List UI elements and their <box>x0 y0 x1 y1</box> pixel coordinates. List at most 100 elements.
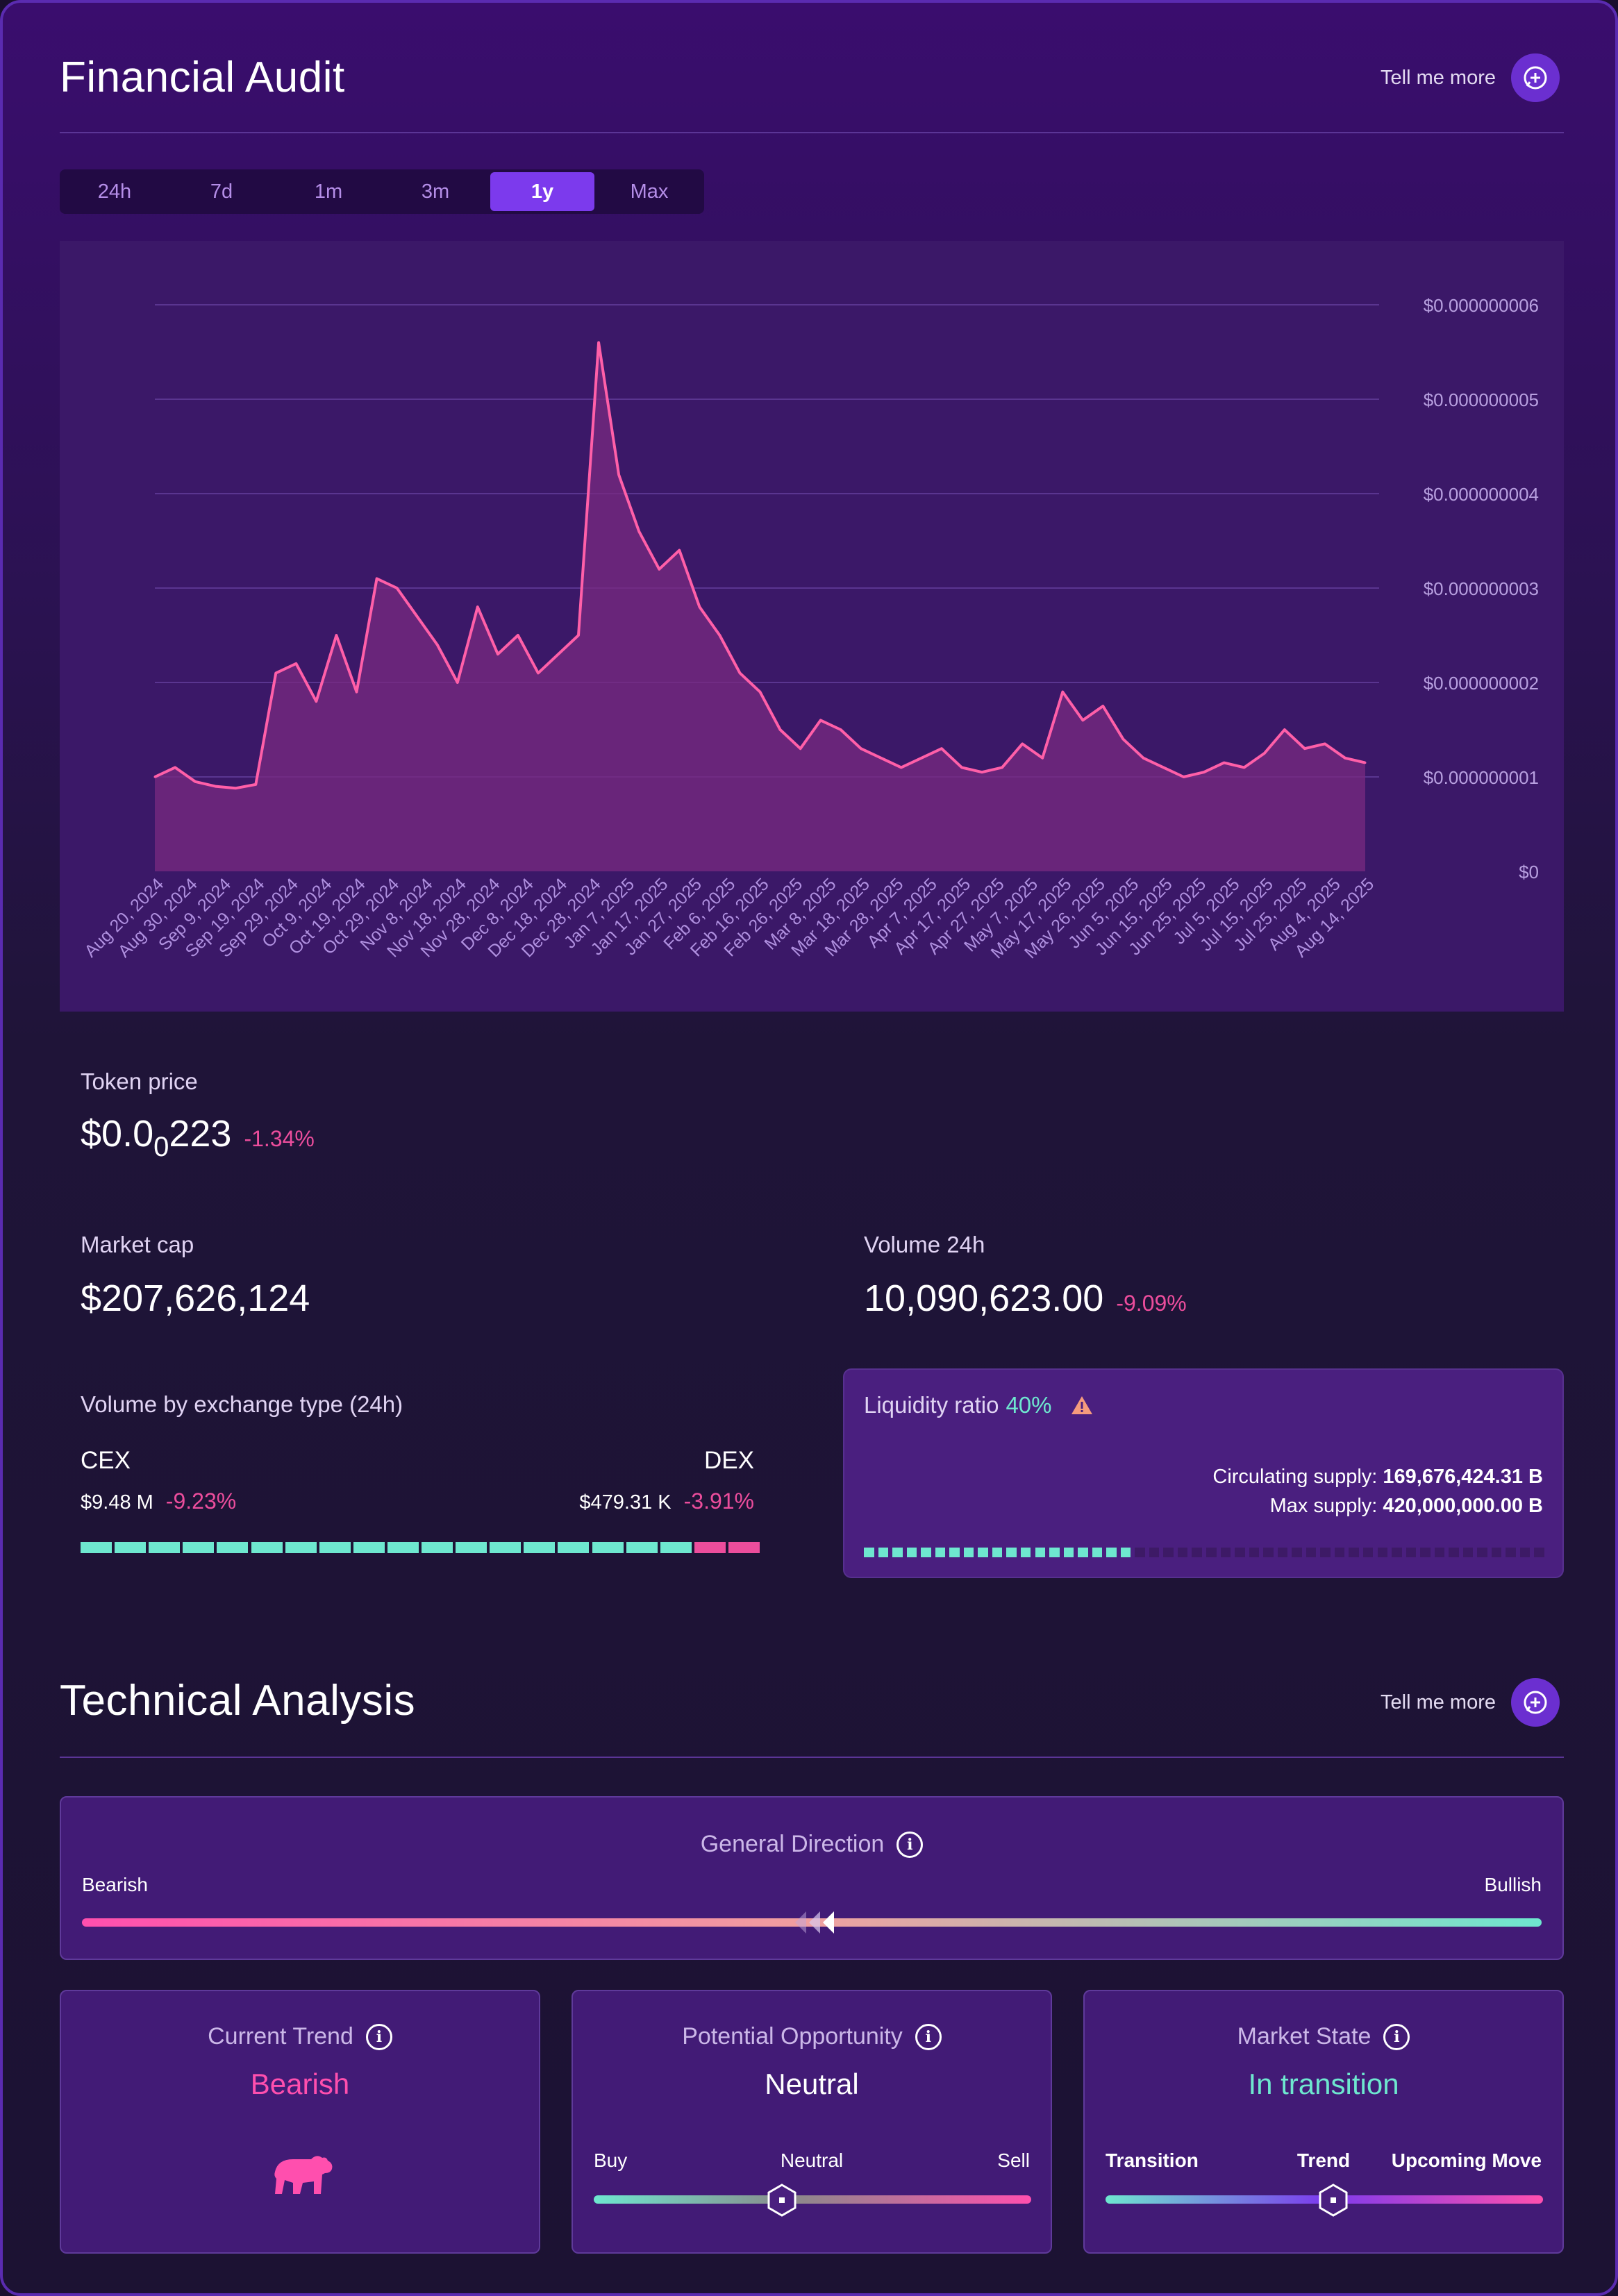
token-price: $0.00223 -1.34% <box>81 1112 315 1163</box>
price-point <box>738 671 741 674</box>
price-point <box>234 787 237 789</box>
price-point <box>315 700 317 703</box>
cex-segment <box>251 1542 283 1553</box>
price-point <box>960 766 963 769</box>
general-direction-title: General Direction <box>700 1831 885 1857</box>
financial-audit-title: Financial Audit <box>60 53 345 101</box>
max-supply-label: Max supply: <box>1269 1495 1378 1517</box>
opportunity-marker <box>767 2184 797 2217</box>
price-chart: $0 $0.000000001 $0.000000002 $0.000000003 $0… <box>81 295 1539 962</box>
state-upcoming-label: Upcoming Move <box>1391 2150 1542 2171</box>
liquidity-card: Liquidity ratio 40% Circulating supply: … <box>843 1368 1564 1578</box>
y-tick-label: $0.000000006 <box>1424 295 1539 316</box>
price-point <box>1101 705 1104 707</box>
dex-segment <box>694 1542 726 1553</box>
liquidity-segment-empty <box>1377 1548 1388 1557</box>
chat-plus-icon[interactable] <box>1511 53 1560 102</box>
price-point <box>416 615 419 618</box>
current-trend-value: Bearish <box>250 2068 350 2100</box>
price-point <box>617 474 620 476</box>
cex-segment <box>115 1542 147 1553</box>
price-point <box>1283 728 1286 731</box>
tab-1m[interactable]: 1m <box>314 180 343 203</box>
state-transition-label: Transition <box>1106 2150 1199 2171</box>
liquidity-segment-filled <box>921 1548 931 1557</box>
price-point <box>1001 766 1003 769</box>
dex-change: -3.91% <box>683 1489 754 1514</box>
current-trend-card: Current Trend i Bearish <box>60 1990 540 2254</box>
liquidity-segment-empty <box>1320 1548 1331 1557</box>
cex-segment <box>490 1542 522 1553</box>
volume-24h-value: 10,090,623.00 <box>864 1277 1104 1319</box>
liquidity-bar <box>864 1548 1544 1557</box>
exchange-share-bar <box>81 1542 760 1553</box>
max-supply-row: Max supply: 420,000,000.00 B <box>1270 1495 1543 1518</box>
tab-max[interactable]: Max <box>630 180 669 203</box>
opportunity-title: Potential Opportunity <box>682 2023 903 2050</box>
potential-opportunity-card: Potential Opportunity i Neutral Buy Neut… <box>572 1990 1052 2254</box>
liquidity-segment-empty <box>1362 1548 1374 1557</box>
liquidity-segment-empty <box>1506 1548 1516 1557</box>
price-point <box>698 605 701 608</box>
price-area <box>155 342 1365 871</box>
price-point <box>779 728 782 731</box>
volume-24h-change: -9.09% <box>1116 1291 1187 1316</box>
price-point <box>1183 776 1185 778</box>
tab-7d[interactable]: 7d <box>210 180 233 203</box>
price-point <box>1263 752 1266 755</box>
volume-24h: 10,090,623.00 -9.09% <box>864 1277 1187 1320</box>
opp-sell-label: Sell <box>997 2150 1030 2171</box>
liquidity-segment-empty <box>1263 1548 1274 1557</box>
price-point <box>1142 757 1144 760</box>
y-tick-label: $0.000000004 <box>1424 484 1539 505</box>
chat-plus-icon[interactable] <box>1511 1678 1560 1727</box>
info-icon[interactable]: i <box>1383 2023 1410 2050</box>
market-cap-label: Market cap <box>81 1232 194 1257</box>
tab-24h[interactable]: 24h <box>97 180 132 203</box>
dex-label: DEX <box>704 1447 754 1474</box>
financial-tell-more[interactable]: Tell me more <box>1381 53 1560 102</box>
circ-supply-row: Circulating supply: 169,676,424.31 B <box>1212 1466 1543 1489</box>
cex-segment <box>353 1542 385 1553</box>
liquidity-segment-filled <box>1049 1548 1060 1557</box>
info-icon[interactable]: i <box>896 1831 924 1858</box>
cex-segment <box>592 1542 624 1553</box>
cex-segment <box>149 1542 181 1553</box>
circ-supply-label: Circulating supply: <box>1212 1466 1378 1488</box>
tab-3m[interactable]: 3m <box>421 180 450 203</box>
price-point <box>1364 762 1367 764</box>
general-direction-header: General Direction i <box>61 1831 1562 1858</box>
price-point <box>880 757 883 760</box>
technical-tell-more[interactable]: Tell me more <box>1381 1678 1560 1727</box>
cex-segment <box>285 1542 317 1553</box>
liquidity-title-row: Liquidity ratio 40% <box>864 1392 1094 1418</box>
liquidity-segment-empty <box>1135 1548 1145 1557</box>
max-supply-value: 420,000,000.00 B <box>1383 1495 1543 1517</box>
direction-marker-arrows <box>795 1911 835 1934</box>
info-icon[interactable]: i <box>365 2023 392 2050</box>
price-point <box>436 644 439 646</box>
price-point <box>1344 757 1346 760</box>
technical-analysis-title: Technical Analysis <box>60 1677 416 1725</box>
liquidity-segment-empty <box>1249 1548 1260 1557</box>
price-point <box>294 662 297 665</box>
state-trend-label: Trend <box>1296 2150 1351 2171</box>
price-point <box>335 634 337 637</box>
dex-segment <box>728 1542 760 1553</box>
info-icon[interactable]: i <box>915 2023 942 2050</box>
price-point <box>376 577 378 580</box>
price-point <box>557 653 560 655</box>
tab-1y[interactable]: 1y <box>490 172 594 211</box>
price-point <box>799 747 802 750</box>
price-point <box>1162 766 1165 769</box>
bearish-label: Bearish <box>82 1874 148 1895</box>
price-point <box>860 747 862 750</box>
warning-icon <box>1071 1396 1092 1414</box>
market-state-value: In transition <box>1248 2068 1399 2100</box>
current-trend-header: Current Trend i <box>61 2023 539 2050</box>
price-point <box>1081 719 1084 721</box>
opportunity-header: Potential Opportunity i <box>573 2023 1051 2050</box>
cex-segment <box>387 1542 419 1553</box>
liquidity-segment-empty <box>1235 1548 1245 1557</box>
liquidity-segment-filled <box>963 1548 974 1557</box>
